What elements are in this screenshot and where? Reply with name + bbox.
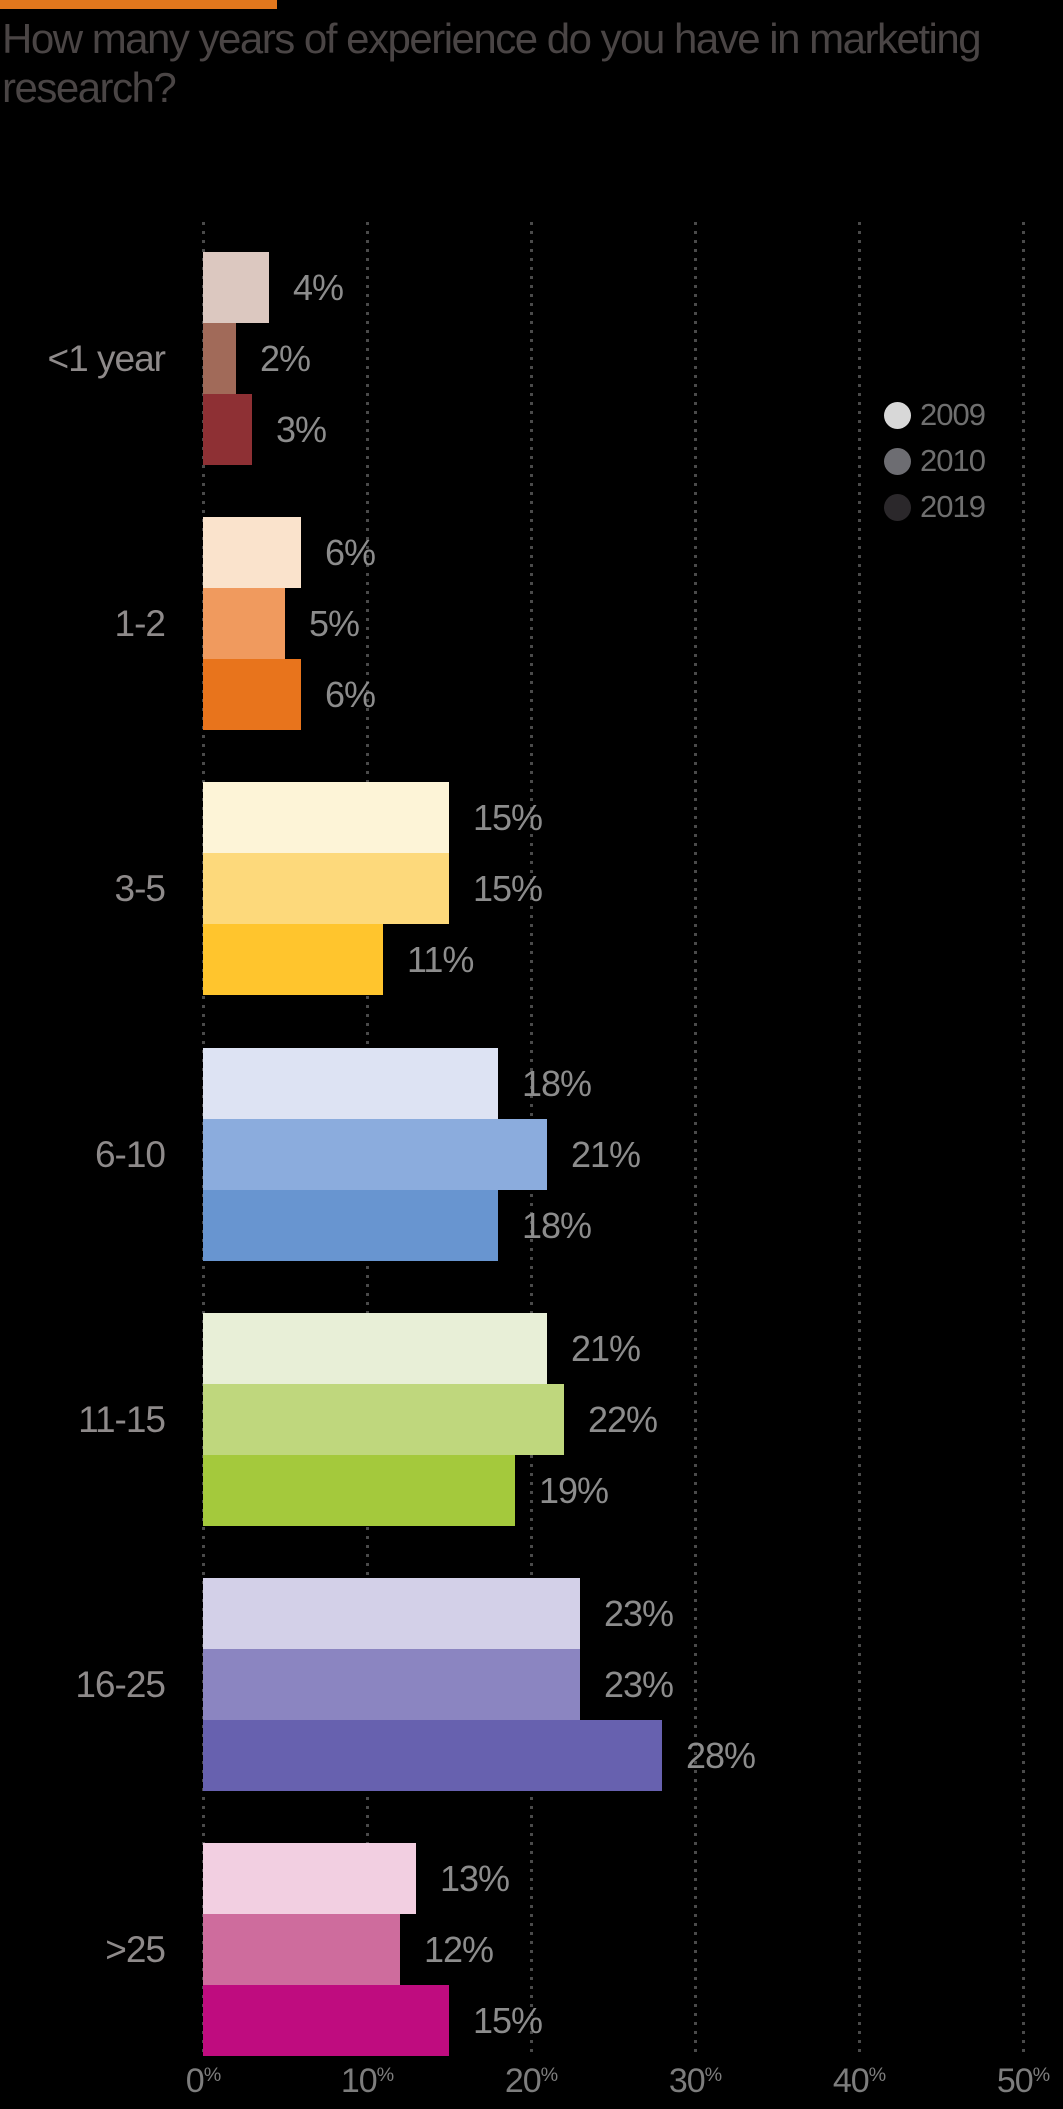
bar-value-label: 6%	[325, 531, 376, 573]
category-label: 1-2	[114, 602, 166, 644]
bar-value-label: 23%	[604, 1663, 674, 1705]
page-title-line1: How many years of experience do you have…	[2, 15, 982, 62]
bar-value-label: 11%	[407, 938, 474, 980]
legend-label: 2010	[920, 443, 986, 478]
bar-value-label: 15%	[473, 867, 543, 909]
bar-2019-1-2	[203, 659, 301, 730]
bar-2009-1-2	[203, 517, 301, 588]
x-tick-percent-sign: %	[376, 2064, 395, 2087]
bar-2009-<1 year	[203, 252, 269, 323]
bar-value-label: 6%	[325, 673, 376, 715]
legend-label: 2009	[920, 397, 986, 432]
page-title-line2: research?	[2, 64, 177, 111]
category-label: 16-25	[75, 1663, 166, 1705]
bar-2010-<1 year	[203, 323, 236, 394]
legend-item-2009: 2009	[884, 392, 986, 438]
chart-legend: 2009 2010 2019	[884, 392, 986, 530]
bar-2009->25	[203, 1843, 416, 1914]
bar-value-label: 5%	[309, 602, 360, 644]
gridline-30	[694, 222, 697, 2058]
x-tick-label: 30%	[635, 2062, 755, 2101]
bar-2019-11-15	[203, 1455, 515, 1526]
x-tick-number: 0	[185, 2062, 205, 2100]
x-tick-label: 50%	[963, 2062, 1063, 2101]
x-tick-number: 50	[996, 2062, 1034, 2100]
category-label: >25	[105, 1928, 166, 1970]
bar-value-label: 15%	[473, 1999, 543, 2041]
bar-value-label: 19%	[539, 1469, 609, 1511]
x-tick-number: 20	[504, 2062, 542, 2100]
bar-value-label: 18%	[522, 1062, 592, 1104]
bar-2010-1-2	[203, 588, 285, 659]
bar-2009-11-15	[203, 1313, 547, 1384]
accent-bar	[0, 0, 277, 9]
bar-2019-16-25	[203, 1720, 662, 1791]
bar-value-label: 4%	[293, 266, 344, 308]
legend-swatch-icon	[884, 447, 911, 475]
x-tick-percent-sign: %	[1032, 2064, 1051, 2087]
bar-2010-11-15	[203, 1384, 564, 1455]
bar-2010-6-10	[203, 1119, 547, 1190]
category-label: 3-5	[114, 867, 166, 909]
bar-2019-3-5	[203, 924, 383, 995]
x-tick-number: 40	[832, 2062, 870, 2100]
x-tick-label: 10%	[307, 2062, 427, 2101]
legend-swatch-icon	[884, 493, 911, 521]
category-label: 6-10	[94, 1133, 166, 1175]
bar-value-label: 28%	[686, 1734, 756, 1776]
bar-2009-6-10	[203, 1048, 498, 1119]
x-tick-number: 30	[668, 2062, 706, 2100]
bar-2019->25	[203, 1985, 449, 2056]
x-tick-percent-sign: %	[868, 2064, 887, 2087]
bar-value-label: 18%	[522, 1204, 592, 1246]
bar-2010-16-25	[203, 1649, 580, 1720]
x-tick-label: 40%	[799, 2062, 919, 2101]
x-tick-number: 10	[340, 2062, 378, 2100]
bar-2009-3-5	[203, 782, 449, 853]
x-tick-percent-sign: %	[540, 2064, 559, 2087]
gridline-40	[858, 222, 861, 2058]
category-label: <1 year	[47, 337, 166, 379]
bar-value-label: 23%	[604, 1592, 674, 1634]
x-tick-percent-sign: %	[203, 2064, 222, 2087]
category-label: 11-15	[78, 1398, 166, 1440]
gridline-50	[1022, 222, 1025, 2058]
bar-value-label: 3%	[276, 408, 327, 450]
bar-value-label: 21%	[571, 1133, 641, 1175]
bar-2009-16-25	[203, 1578, 580, 1649]
page-title: How many years of experience do you have…	[2, 14, 1063, 112]
x-tick-label: 0%	[143, 2062, 263, 2101]
bar-value-label: 13%	[440, 1857, 510, 1899]
x-tick-label: 20%	[471, 2062, 591, 2101]
bar-value-label: 22%	[588, 1398, 658, 1440]
legend-item-2010: 2010	[884, 438, 986, 484]
bar-2010->25	[203, 1914, 400, 1985]
legend-swatch-icon	[884, 401, 911, 429]
bar-value-label: 2%	[260, 337, 311, 379]
bar-value-label: 15%	[473, 796, 543, 838]
bar-2010-3-5	[203, 853, 449, 924]
bar-value-label: 21%	[571, 1327, 641, 1369]
bar-2019-6-10	[203, 1190, 498, 1261]
bar-2019-<1 year	[203, 394, 252, 465]
bar-value-label: 12%	[424, 1928, 494, 1970]
x-tick-percent-sign: %	[704, 2064, 723, 2087]
legend-label: 2019	[920, 489, 986, 524]
legend-item-2019: 2019	[884, 484, 986, 530]
